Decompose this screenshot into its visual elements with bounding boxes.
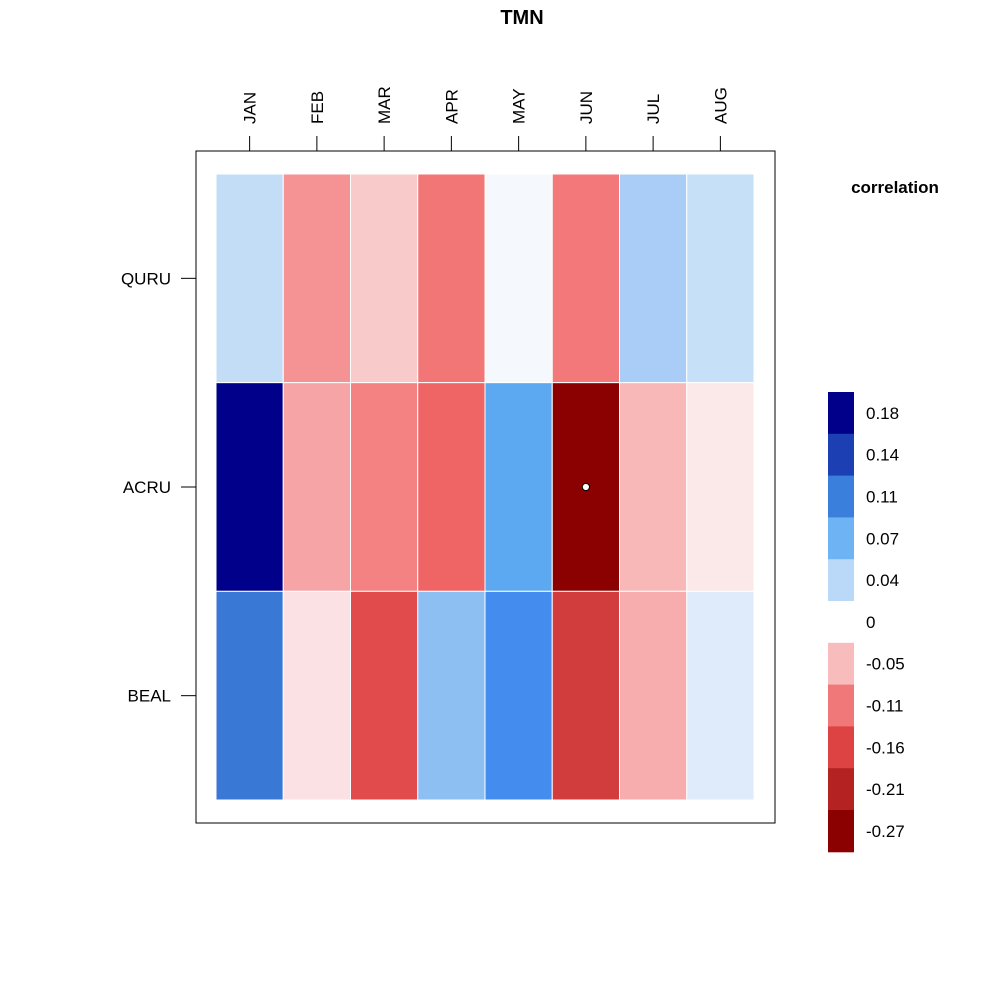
heatmap-cell-quru-may	[484, 173, 553, 384]
heatmap-cell-beal-mar	[350, 590, 419, 801]
x-tick-label: MAY	[510, 88, 529, 124]
heatmap-cell-quru-jun	[551, 173, 620, 384]
legend-label: -0.27	[866, 822, 905, 841]
x-tick-label: FEB	[308, 91, 327, 124]
y-tick-label: ACRU	[123, 478, 171, 497]
chart-title: TMN	[500, 7, 543, 29]
heatmap-cell-quru-aug	[686, 173, 755, 384]
color-legend: 0.18 0.14 0.11 0.07 0.04 0 -0.05 -0.11 -0.16 -0.2…	[828, 392, 905, 853]
legend-label: -0.11	[866, 697, 904, 716]
x-tick-label: JUL	[644, 94, 663, 124]
legend-label: 0.11	[866, 488, 898, 507]
legend-swatch	[828, 601, 854, 644]
heatmap-cell-quru-feb	[282, 173, 351, 384]
heatmap-cell-quru-apr	[417, 173, 486, 384]
heatmap-cell-beal-jan	[215, 590, 284, 801]
legend-swatch	[828, 726, 854, 769]
significance-markers	[581, 482, 590, 492]
legend-label: -0.05	[866, 655, 905, 674]
heatmap-cell-acru-jul	[619, 382, 688, 592]
heatmap-cell-acru-feb	[282, 382, 351, 592]
heatmap-cell-quru-jul	[619, 173, 688, 384]
legend-swatch	[828, 684, 854, 727]
legend-title: correlation	[851, 178, 939, 197]
heatmap-cell-acru-jan	[215, 382, 284, 592]
x-tick-label: APR	[442, 89, 461, 124]
legend-swatch	[828, 392, 854, 435]
heatmap-cell-acru-apr	[417, 382, 486, 592]
legend-swatch	[828, 642, 854, 686]
legend-label: 0.07	[866, 529, 899, 548]
x-tick-label: AUG	[711, 87, 730, 124]
heatmap-cells	[215, 173, 755, 801]
y-tick-label: QURU	[121, 269, 171, 288]
heatmap-cell-acru-may	[484, 382, 553, 592]
heatmap-cell-beal-jun	[551, 590, 620, 801]
legend-swatch	[828, 433, 854, 477]
heatmap-cell-beal-jul	[619, 590, 688, 801]
x-tick-label: JUN	[577, 91, 596, 124]
y-axis-left: QURU ACRU BEAL	[121, 269, 196, 706]
legend-swatch	[828, 810, 854, 853]
heatmap-cell-quru-mar	[350, 173, 419, 384]
legend-label: 0.04	[866, 571, 899, 590]
legend-label: 0	[866, 613, 875, 632]
legend-label: 0.18	[866, 404, 899, 423]
heatmap-cell-beal-apr	[417, 590, 486, 801]
heatmap-cell-quru-jan	[215, 173, 284, 384]
heatmap-cell-acru-aug	[686, 382, 755, 592]
heatmap-cell-acru-jun	[551, 382, 620, 592]
legend-swatch	[828, 517, 854, 560]
y-tick-label: BEAL	[128, 687, 171, 706]
x-tick-label: MAR	[375, 86, 394, 124]
heatmap-cell-beal-aug	[686, 590, 755, 801]
legend-label: -0.21	[866, 780, 905, 799]
heatmap-cell-beal-feb	[282, 590, 351, 801]
legend-label: 0.14	[866, 446, 899, 465]
legend-swatch	[828, 768, 854, 811]
x-tick-label: JAN	[241, 92, 260, 124]
heatmap-cell-beal-may	[484, 590, 553, 801]
legend-label: -0.16	[866, 738, 905, 757]
heatmap-cell-acru-mar	[350, 382, 419, 592]
legend-swatch	[828, 475, 854, 518]
x-axis-top: JAN FEB MAR APR MAY JUN JUL AUG	[241, 86, 730, 151]
legend-swatch	[828, 559, 854, 602]
significance-dot	[581, 482, 590, 492]
